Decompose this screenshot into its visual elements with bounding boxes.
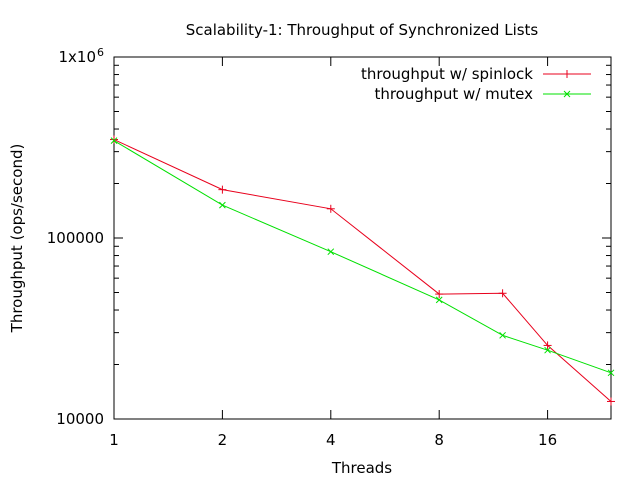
y-tick-label: 1x10 — [58, 48, 96, 66]
plot-border — [113, 56, 612, 420]
data-point — [219, 201, 226, 209]
legend-swatch-marker — [563, 70, 571, 78]
series-line — [113, 139, 612, 402]
x-tick-label: 1 — [109, 431, 119, 449]
legend-label: throughput w/ spinlock — [361, 65, 533, 83]
axis-tick-labels: 1 2 4 8 16 10000 100000 1x10 6 — [47, 46, 557, 449]
x-tick-label: 4 — [326, 431, 336, 449]
data-point — [543, 341, 552, 350]
axis-ticks — [113, 56, 611, 420]
chart-title: Scalability-1: Throughput of Synchronize… — [186, 21, 539, 39]
series-line — [113, 140, 612, 374]
data-point — [607, 369, 615, 377]
data-point — [326, 204, 335, 213]
data-point — [498, 289, 507, 298]
data-point — [110, 137, 118, 145]
legend: throughput w/ spinlock throughput w/ mute… — [361, 65, 591, 103]
data-point — [544, 346, 551, 354]
data-point — [218, 185, 227, 194]
data-point — [499, 331, 506, 339]
series-mutex — [110, 137, 615, 377]
y-axis-label: Throughput (ops/second) — [8, 144, 26, 334]
data-point — [435, 296, 443, 304]
data-point — [607, 397, 615, 406]
x-axis-label: Threads — [331, 459, 392, 477]
x-tick-label: 2 — [218, 431, 228, 449]
series-spinlock — [110, 135, 615, 406]
y-tick-label: 10000 — [56, 410, 104, 428]
x-tick-label: 16 — [538, 431, 557, 449]
legend-label: throughput w/ mutex — [374, 85, 533, 103]
data-point — [327, 248, 335, 256]
x-tick-label: 8 — [434, 431, 444, 449]
series-layer — [110, 135, 615, 406]
data-point — [110, 135, 118, 144]
data-point — [435, 290, 444, 299]
legend-swatch-marker — [563, 90, 571, 98]
y-tick-label-exponent: 6 — [97, 46, 104, 59]
y-tick-label: 100000 — [47, 229, 104, 247]
